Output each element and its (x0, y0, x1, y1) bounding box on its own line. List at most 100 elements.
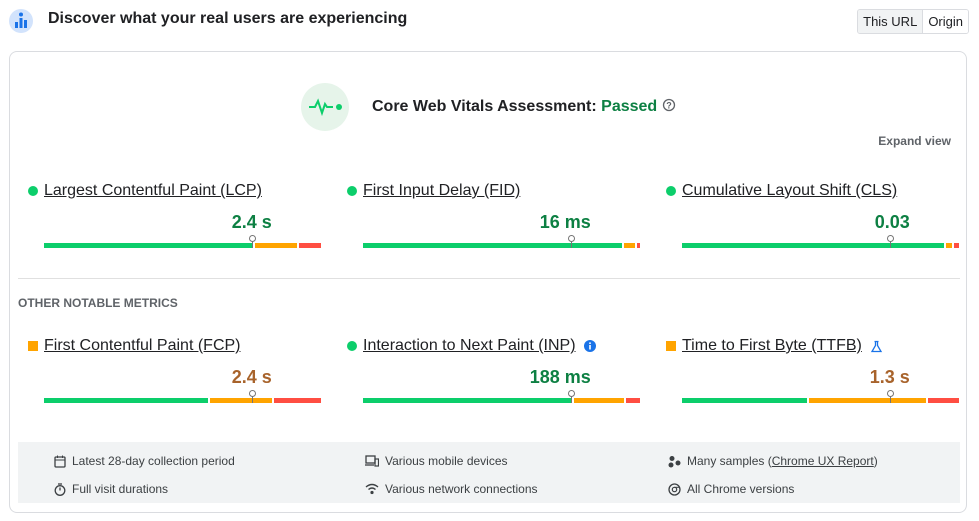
distribution-segment (363, 398, 572, 403)
metric: Largest Contentful Paint (LCP) 2.4 s (28, 182, 328, 258)
distribution-bar (44, 390, 321, 403)
metric-name-text: First Contentful Paint (FCP) (44, 337, 241, 354)
distribution-segment (682, 243, 945, 248)
metric-name[interactable]: Cumulative Layout Shift (CLS) (682, 182, 897, 200)
distribution-segment (44, 398, 209, 403)
footer-icon (668, 482, 681, 496)
metric-name-text: Largest Contentful Paint (LCP) (44, 182, 262, 199)
p75-line (251, 241, 253, 248)
header-title: Discover what your real users are experi… (48, 10, 408, 27)
distribution-segment (682, 398, 808, 403)
metric: First Contentful Paint (FCP) 2.4 s (28, 337, 328, 413)
footer-icon (54, 455, 66, 468)
p75-line (251, 396, 253, 403)
metric-value: 2.4 s (231, 212, 272, 232)
footer-text: Latest 28-day collection period (72, 454, 235, 468)
distribution-segment (946, 243, 952, 248)
divider (18, 278, 960, 279)
p75-marker (886, 390, 894, 397)
metric-value: 2.4 s (231, 367, 272, 387)
distribution-segment (210, 398, 272, 403)
footer-text: Full visit durations (72, 482, 169, 496)
p75-line (570, 396, 572, 403)
metric-name[interactable]: Time to First Byte (TTFB) (682, 337, 883, 355)
footer-item: All Chrome versions (668, 482, 794, 496)
tab-group: This URL Origin (857, 9, 969, 34)
footer-icon (54, 482, 66, 496)
metric-status-icon (666, 341, 676, 351)
p75-line (570, 241, 572, 248)
distribution-segment (624, 243, 636, 248)
footer-item: Various mobile devices (365, 454, 508, 468)
metric: Time to First Byte (TTFB) 1.3 s (666, 337, 966, 413)
p75-marker (248, 235, 256, 242)
metric-status-icon (347, 186, 357, 196)
assessment-status: Passed (601, 98, 658, 115)
distribution-segment (44, 243, 253, 248)
card (9, 51, 967, 513)
footer-icon (365, 483, 379, 495)
info-icon[interactable] (583, 340, 596, 352)
distribution-segment (573, 398, 625, 403)
help-icon[interactable]: ? (662, 98, 676, 112)
assessment: Core Web Vitals Assessment: Passed ? (372, 98, 676, 116)
distribution-segment (273, 398, 321, 403)
metric-name[interactable]: Interaction to Next Paint (INP) (363, 337, 596, 355)
metric-name-text: Interaction to Next Paint (INP) (363, 337, 576, 354)
footer-item: Various network connections (365, 482, 538, 496)
p75-marker (248, 390, 256, 397)
metric: Interaction to Next Paint (INP) 188 ms (347, 337, 647, 413)
metric: First Input Delay (FID) 16 ms (347, 182, 647, 258)
distribution-segment (809, 398, 927, 403)
p75-marker (567, 390, 575, 397)
distribution-segment (637, 243, 640, 248)
metric-value: 1.3 s (869, 367, 910, 387)
tab[interactable]: Origin (922, 10, 968, 33)
footer-link-wrap: Chrome UX Report) (772, 454, 878, 468)
metric-name[interactable]: Largest Contentful Paint (LCP) (44, 182, 262, 200)
svg-text:?: ? (666, 101, 672, 111)
distribution-bar (682, 235, 959, 248)
metric-status-icon (347, 341, 357, 351)
distribution-segment (363, 243, 623, 248)
distribution-bar (44, 235, 321, 248)
footer-panel: Latest 28-day collection period Various m… (18, 442, 960, 503)
assessment-icon (301, 83, 349, 131)
distribution-bar (363, 390, 640, 403)
footer-link[interactable]: Chrome UX Report (771, 454, 874, 468)
p75-line (889, 241, 891, 248)
footer-icon (365, 455, 379, 467)
tab[interactable]: This URL (858, 10, 923, 33)
p75-marker (567, 235, 575, 242)
experimental-icon[interactable] (870, 340, 883, 353)
footer-text: Various mobile devices (385, 454, 508, 468)
metric-status-icon (28, 186, 38, 196)
footer-icon (668, 455, 681, 467)
metric-value: 188 ms (529, 367, 591, 387)
crux-icon (9, 9, 33, 33)
metric-status-icon (666, 186, 676, 196)
distribution-segment (626, 398, 640, 403)
assessment-label: Core Web Vitals Assessment: (372, 98, 597, 115)
metric-name-text: Cumulative Layout Shift (CLS) (682, 182, 898, 199)
footer-suffix: ) (873, 454, 878, 468)
metric-name[interactable]: First Input Delay (FID) (363, 182, 520, 200)
footer-item: Latest 28-day collection period (54, 454, 235, 468)
footer-item: Many samples (Chrome UX Report) (668, 454, 878, 468)
section-heading: OTHER NOTABLE METRICS (18, 296, 178, 310)
distribution-bar (682, 390, 959, 403)
metric-status-icon (28, 341, 38, 351)
metric-name-text: First Input Delay (FID) (363, 182, 521, 199)
footer-text: All Chrome versions (687, 482, 795, 496)
expand-view[interactable]: Expand view (878, 134, 951, 148)
distribution-segment (953, 243, 959, 248)
distribution-segment (298, 243, 321, 248)
footer-text: Many samples ( (687, 454, 772, 468)
metric-value: 0.03 (874, 212, 910, 232)
metric-name[interactable]: First Contentful Paint (FCP) (44, 337, 241, 355)
p75-marker (886, 235, 894, 242)
p75-line (889, 396, 891, 403)
footer-item: Full visit durations (54, 482, 168, 496)
metric-name-text: Time to First Byte (TTFB) (682, 337, 862, 354)
